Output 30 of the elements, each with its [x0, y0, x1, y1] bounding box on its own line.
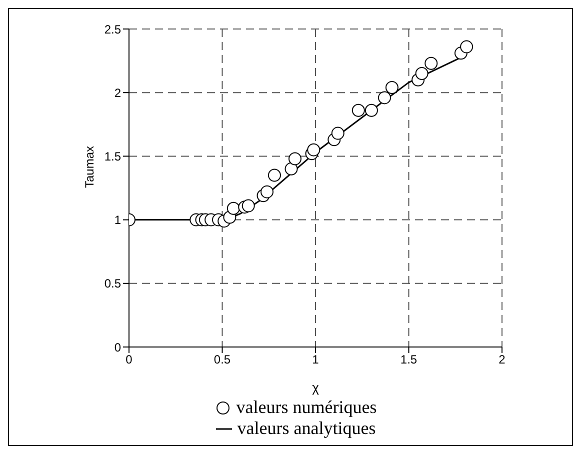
- point: [288, 152, 302, 166]
- point: [331, 126, 344, 140]
- point: [352, 104, 365, 117]
- point: [415, 67, 428, 80]
- y-tick-label: 2: [114, 86, 122, 100]
- point: [268, 168, 281, 182]
- y-axis-title: Taumax: [82, 146, 96, 188]
- legend-label: valeurs analytiques: [237, 418, 376, 439]
- x-tick-label: 2: [498, 352, 506, 367]
- point: [385, 81, 398, 94]
- point: [260, 185, 274, 198]
- point: [226, 202, 240, 215]
- point: [378, 91, 392, 104]
- point: [307, 143, 320, 156]
- point: [364, 104, 378, 117]
- x-tick-label: 0.5: [214, 352, 231, 367]
- y-tick-label: 1: [114, 213, 122, 228]
- point: [284, 162, 298, 176]
- legend-label: valeurs numériques: [236, 397, 377, 418]
- x-tick-label: 0: [126, 352, 133, 367]
- y-tick-label: 1.5: [104, 149, 122, 164]
- point: [242, 199, 255, 212]
- point: [424, 56, 438, 70]
- point: [460, 40, 474, 54]
- y-tick-label: 0.5: [104, 276, 122, 291]
- y-tick-label: 2.5: [104, 22, 122, 36]
- y-tick-label: 0: [114, 340, 122, 354]
- x-tick-label: 1.5: [400, 352, 418, 367]
- x-tick-label: 1: [312, 352, 320, 367]
- x-axis-title: χ: [312, 380, 320, 395]
